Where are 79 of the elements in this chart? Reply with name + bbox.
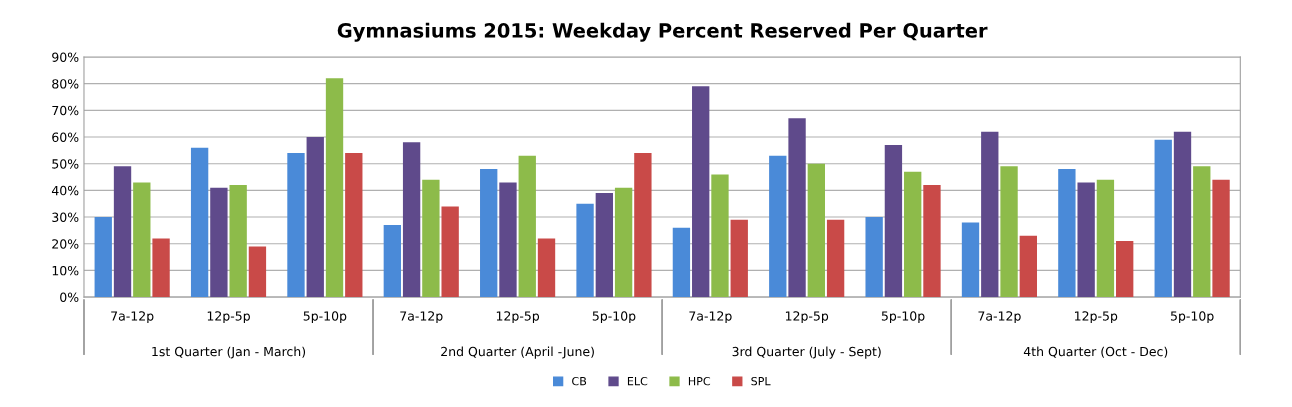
x-tick-label: 5p-10p	[1170, 311, 1214, 324]
bar	[325, 78, 344, 298]
bar	[692, 86, 710, 298]
bar	[981, 131, 999, 298]
bar	[306, 137, 324, 298]
chart-title: Gymnasiums 2015: Weekday Percent Reserved Per Quarter	[337, 22, 988, 42]
bar	[672, 227, 691, 298]
bar	[1096, 179, 1115, 298]
bar	[711, 174, 729, 298]
x-tick-label: 7a-12p	[111, 311, 154, 324]
bar	[826, 219, 845, 298]
legend-label: SPL	[751, 376, 771, 386]
bar	[537, 238, 556, 298]
bar	[865, 217, 883, 298]
bar	[1173, 131, 1192, 298]
bar	[113, 166, 132, 298]
y-tick-label: 90%	[52, 52, 79, 62]
x-tick-label: 7a-12p	[689, 311, 732, 324]
bar	[1193, 166, 1211, 298]
bar	[499, 182, 517, 298]
bar	[576, 203, 594, 298]
bar	[884, 145, 903, 298]
bar	[1116, 241, 1134, 298]
bar	[595, 193, 614, 298]
legend-label: HPC	[688, 376, 711, 386]
text: 4th Quarter (Oct - Dec)	[1023, 346, 1168, 358]
bar	[1212, 179, 1230, 298]
bar	[518, 155, 536, 298]
bar	[383, 225, 402, 298]
bar	[152, 238, 170, 298]
bar	[614, 187, 633, 298]
bar	[94, 217, 112, 298]
bar	[1019, 235, 1037, 298]
x-tick-label: 7a-12p	[978, 311, 1021, 324]
bar	[441, 206, 459, 298]
bar	[1154, 139, 1172, 298]
text: 1st Quarter (Jan - March)	[152, 346, 306, 359]
y-tick-label: 60%	[52, 132, 79, 142]
y-tick-label: 30%	[52, 212, 79, 222]
y-tick-label: 70%	[52, 105, 79, 116]
bar	[345, 153, 363, 298]
y-tick-label: 80%	[52, 79, 79, 89]
legend-label: ELC	[627, 376, 648, 386]
text: 2nd Quarter (April -June)	[441, 346, 594, 359]
x-tick-label: 5p-10p	[881, 311, 925, 324]
bar	[210, 187, 228, 298]
bar	[807, 163, 825, 298]
bar	[248, 246, 267, 298]
bar	[769, 155, 787, 298]
x-tick-label: 5p-10p	[592, 311, 636, 324]
y-tick-label: 10%	[52, 265, 79, 276]
bar	[634, 153, 652, 298]
bar	[788, 118, 806, 298]
bar	[133, 182, 151, 298]
y-tick-label: 50%	[52, 159, 79, 169]
x-tick-label: 12p-5p	[207, 311, 250, 324]
x-tick-label: 7a-12p	[400, 311, 443, 324]
x-tick-label: 12p-5p	[496, 311, 540, 324]
bar	[730, 219, 748, 298]
y-tick-label: 20%	[52, 239, 79, 249]
bar	[190, 147, 209, 298]
bar	[1000, 166, 1018, 298]
bar	[961, 222, 980, 298]
bar	[923, 185, 941, 298]
x-tick-label: 12p-5p	[1075, 311, 1118, 324]
bar	[904, 171, 922, 298]
x-tick-label: 5p-10p	[303, 311, 347, 324]
x-tick-label: 12p-5p	[785, 311, 829, 324]
bar	[422, 179, 440, 298]
bar	[480, 169, 498, 298]
bar	[229, 185, 247, 298]
legend-label: CB	[572, 376, 587, 386]
bar	[1077, 182, 1095, 298]
bar	[287, 153, 305, 298]
text: 3rd Quarter (July - Sept)	[732, 346, 881, 359]
y-tick-label: 40%	[51, 185, 79, 196]
y-tick-label: 0%	[60, 292, 79, 303]
bar	[1058, 169, 1076, 298]
bar	[402, 142, 421, 298]
